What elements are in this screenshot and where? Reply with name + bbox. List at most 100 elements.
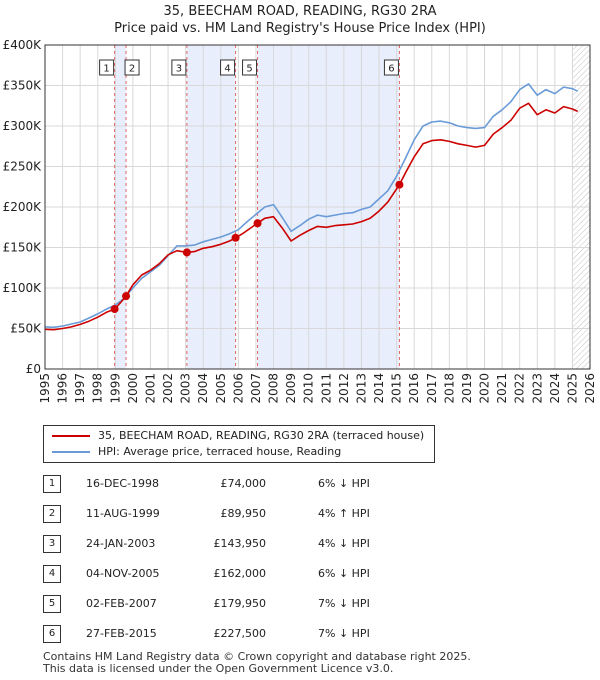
legend-swatch-hpi [52,451,90,453]
sale-price: £74,000 [220,477,267,490]
sale-point [122,292,131,301]
sale-price: £143,950 [213,537,267,550]
sale-number-badge: 4 [43,565,61,583]
x-tick-label: 2012 [337,373,351,404]
sale-number-badge: 5 [43,595,61,613]
y-tick-label: £200K [3,200,43,214]
sale-point [231,233,240,242]
x-tick-label: 2004 [196,373,210,404]
x-tick-label: 2010 [302,373,316,404]
sale-point [395,180,404,189]
x-tick-label: 2009 [284,373,298,404]
y-tick-label: £400K [3,38,43,52]
sale-label-box [220,59,236,76]
sale-label: 5 [246,64,252,75]
price-chart: 1 2 3 4 5 6 £0 £50K £100K £150K £200K £250K £300K £3… [3,38,597,404]
x-tick-label: 2025 [565,373,579,404]
x-tick-label: 2015 [390,373,404,404]
legend-label-property: 35, BEECHAM ROAD, READING, RG30 2RA (ter… [98,429,425,442]
sale-price: £179,950 [213,597,267,610]
sale-date: 16-DEC-1998 [86,477,160,490]
sale-number-badge: 6 [43,625,61,643]
sale-hpi-delta: 7% ↓ HPI [318,627,370,640]
sale-number-badge: 2 [43,505,61,523]
sale-row: 3 24-JAN-2003 £143,950 4% ↓ HPI [0,534,600,554]
x-tick-label: 1998 [91,373,105,404]
x-tick-label: 2014 [372,373,386,404]
sale-hpi-delta: 4% ↑ HPI [318,507,370,520]
sale-hpi-delta: 4% ↓ HPI [318,537,370,550]
x-tick-label: 2000 [126,373,140,404]
sale-row: 6 27-FEB-2015 £227,500 7% ↓ HPI [0,624,600,644]
x-tick-label: 2013 [354,373,368,404]
sale-row: 1 16-DEC-1998 £74,000 6% ↓ HPI [0,474,600,494]
footer: Contains HM Land Registry data © Crown c… [43,651,471,675]
sale-date: 24-JAN-2003 [86,537,156,550]
chart-title-line1: 35, BEECHAM ROAD, READING, RG30 2RA [163,4,437,19]
sale-date: 02-FEB-2007 [86,597,157,610]
x-tick-label: 2018 [442,373,456,404]
sale-label: 6 [388,64,394,75]
sale-label-box [99,59,115,76]
sale-number-badge: 1 [43,475,61,493]
y-tick-label: £250K [3,160,43,174]
sale-price: £227,500 [213,627,267,640]
sale-point [253,219,262,228]
y-tick-label: £350K [3,79,43,93]
x-tick-label: 2021 [495,373,509,404]
x-tick-label: 2019 [460,373,474,404]
sale-date: 27-FEB-2015 [86,627,157,640]
footer-copyright: Contains HM Land Registry data © Crown c… [43,650,471,663]
chart-title-line2: Price paid vs. HM Land Registry's House … [114,21,486,36]
sale-label-box [383,59,399,76]
x-tick-label: 1999 [108,373,122,404]
sale-label: 3 [176,64,182,75]
sale-price: £162,000 [213,567,267,580]
sale-hpi-delta: 6% ↓ HPI [318,477,370,490]
y-tick-label: £100K [3,281,43,295]
sale-label-box [171,59,187,76]
x-tick-label: 2024 [548,373,562,404]
sale-label-box [124,59,140,76]
footer-licence: This data is licensed under the Open Gov… [43,662,394,675]
x-tick-label: 2002 [161,373,175,404]
chart-title: 35, BEECHAM ROAD, READING, RG30 2RA Pric… [0,3,600,37]
y-tick-label: £50K [10,322,42,336]
x-tick-label: 2026 [583,373,597,404]
legend-item-hpi: HPI: Average price, terraced house, Read… [52,444,341,460]
y-tick-label: £0 [26,362,41,376]
sale-row: 2 11-AUG-1999 £89,950 4% ↑ HPI [0,504,600,524]
legend-label-hpi: HPI: Average price, terraced house, Read… [98,445,342,458]
x-tick-label: 2011 [319,373,333,404]
hpi-series-line [45,83,579,329]
sale-date: 11-AUG-1999 [86,507,160,520]
sale-row: 4 04-NOV-2005 £162,000 6% ↓ HPI [0,564,600,584]
x-tick-label: 2008 [267,373,281,404]
x-tick-label: 2001 [143,373,157,404]
sale-label: 1 [103,64,109,75]
y-tick-label: £300K [3,119,43,133]
x-tick-label: 2007 [249,373,263,404]
x-tick-label: 1996 [56,373,70,404]
legend: 35, BEECHAM ROAD, READING, RG30 2RA (ter… [43,425,435,463]
legend-swatch-property [52,435,90,437]
x-tick-label: 2023 [530,373,544,404]
x-tick-label: 2005 [214,373,228,404]
sale-number-badge: 3 [43,535,61,553]
sale-date: 04-NOV-2005 [86,567,160,580]
plot-frame [44,44,591,370]
sale-point [110,305,119,314]
sale-row: 5 02-FEB-2007 £179,950 7% ↓ HPI [0,594,600,614]
sale-hpi-delta: 7% ↓ HPI [318,597,370,610]
x-tick-label: 2003 [179,373,193,404]
x-tick-label: 2020 [478,373,492,404]
sale-hpi-delta: 6% ↓ HPI [318,567,370,580]
sale-label-box [242,59,258,76]
x-tick-label: 1995 [38,373,52,404]
x-tick-label: 2006 [231,373,245,404]
property-series-line [45,102,579,331]
legend-item-property: 35, BEECHAM ROAD, READING, RG30 2RA (ter… [52,428,424,444]
x-tick-label: 2017 [425,373,439,404]
x-tick-label: 2016 [407,373,421,404]
sale-price: £89,950 [220,507,267,520]
